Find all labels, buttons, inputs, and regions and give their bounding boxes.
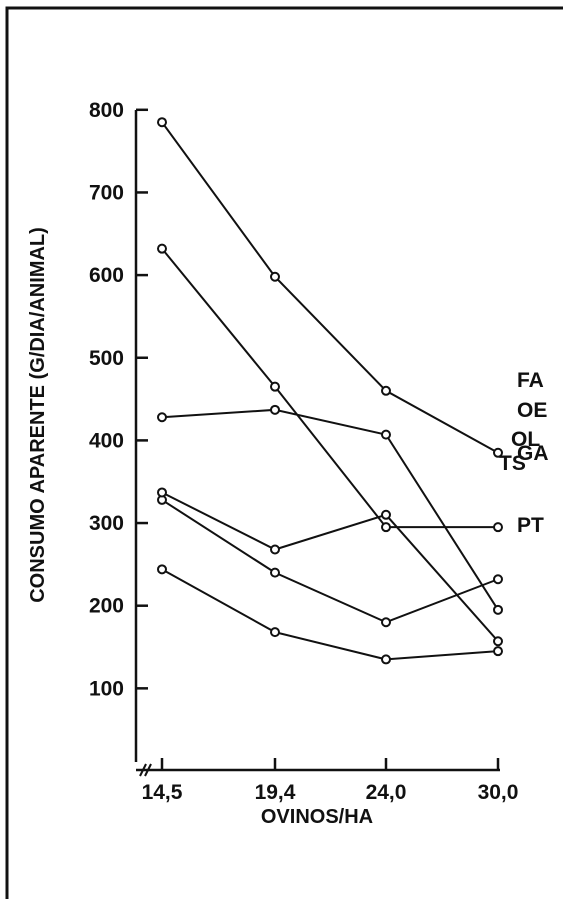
series-label-pt: PT xyxy=(517,514,544,537)
series-label-ga: GA xyxy=(517,442,549,465)
y-ticks: 100 200 300 400 500 600 700 800 xyxy=(89,99,148,700)
data-point-ga xyxy=(270,271,280,282)
y-tick-label: 800 xyxy=(89,99,124,122)
y-tick-label: 500 xyxy=(89,347,124,370)
data-point-oe xyxy=(270,404,280,415)
data-point-ga xyxy=(493,447,503,458)
x-tick-label: 30,0 xyxy=(478,781,519,804)
data-point-ts xyxy=(157,564,167,575)
data-point-ga xyxy=(381,385,391,396)
data-point-ts xyxy=(270,627,280,638)
data-point-oe xyxy=(381,429,391,440)
x-axis-title: OVINOS/HA xyxy=(261,806,373,828)
data-point-ts xyxy=(381,654,391,665)
x-tick-label: 14,5 xyxy=(142,781,183,804)
y-tick-label: 700 xyxy=(89,181,124,204)
figure-border xyxy=(5,6,563,899)
y-tick-label: 400 xyxy=(89,429,124,452)
data-point-ga xyxy=(157,117,167,128)
series-line-oe xyxy=(161,408,499,611)
y-tick-label: 600 xyxy=(89,264,124,287)
data-point-ts xyxy=(493,646,503,657)
y-tick-label: 300 xyxy=(89,512,124,535)
data-point-pt xyxy=(270,381,280,392)
series-line-fa xyxy=(161,499,499,624)
data-point-fa xyxy=(270,567,280,578)
data-point-oe xyxy=(493,604,503,615)
data-point-pt xyxy=(157,243,167,254)
data-point-ol xyxy=(270,544,280,555)
data-point-fa xyxy=(493,574,503,585)
x-ticks: 14,5 19,4 24,0 30,0 xyxy=(142,758,519,804)
data-point-ol xyxy=(157,487,167,498)
x-tick-label: 19,4 xyxy=(255,781,296,804)
series-label-oe: OE xyxy=(517,399,547,422)
data-point-ol xyxy=(381,509,391,520)
axis-break-marker xyxy=(139,763,152,777)
x-tick-label: 24,0 xyxy=(366,781,407,804)
data-point-pt xyxy=(493,522,503,533)
data-point-fa xyxy=(381,617,391,628)
series-label-ol: OL xyxy=(511,428,540,451)
axes xyxy=(134,110,500,777)
series-points xyxy=(157,117,503,665)
series-lines xyxy=(161,121,499,661)
y-tick-label: 100 xyxy=(89,677,124,700)
series-label-ts: TS xyxy=(499,452,526,475)
data-point-oe xyxy=(157,412,167,423)
data-point-pt xyxy=(381,522,391,533)
series-line-ts xyxy=(161,568,499,661)
series-label-fa: FA xyxy=(517,369,544,392)
series-line-pt xyxy=(161,248,498,529)
data-point-ol xyxy=(493,636,503,647)
y-tick-label: 200 xyxy=(89,595,124,618)
series-line-ga xyxy=(161,121,499,454)
y-axis-title: CONSUMO APARENTE (G/DIA/ANIMAL) xyxy=(27,227,49,603)
series-line-ol xyxy=(161,491,499,642)
